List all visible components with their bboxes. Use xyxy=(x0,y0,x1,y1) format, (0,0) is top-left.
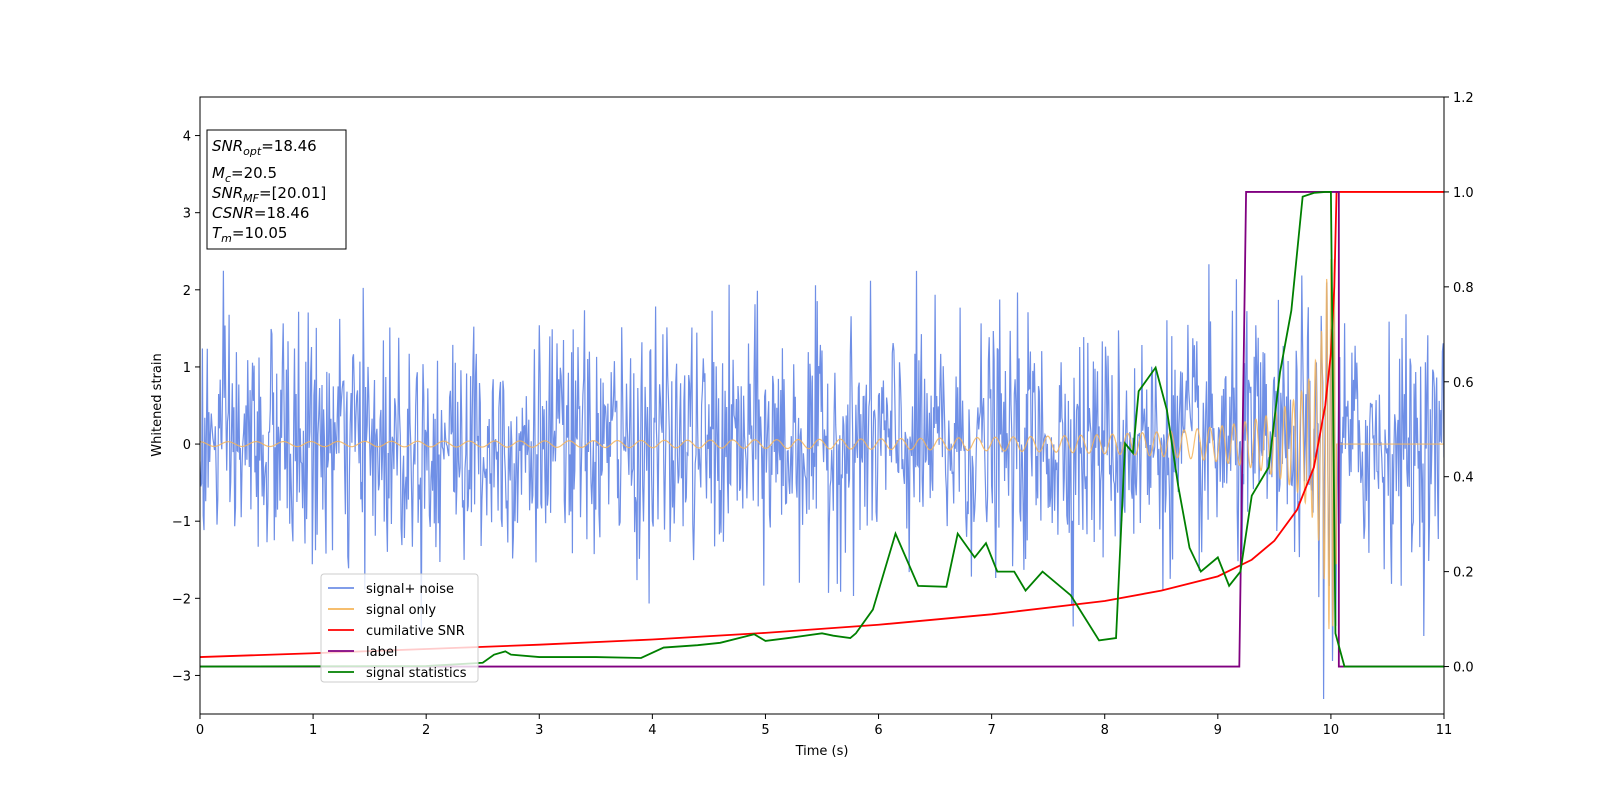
x-tick-label: 5 xyxy=(761,723,769,738)
x-axis: 0 1 2 3 4 5 6 7 8 9 10 11 xyxy=(196,714,1452,738)
legend: signal+ noise signal only cumilative SNR la… xyxy=(320,573,479,683)
series-layer xyxy=(200,191,1444,700)
info-csnr: CSNR=18.46 xyxy=(212,204,309,222)
y2-tick-label: 0.8 xyxy=(1453,281,1474,296)
series-signal-statistics-line xyxy=(200,191,1444,668)
y-axis-right: 0.0 0.2 0.4 0.6 0.8 1.0 1.2 xyxy=(1444,91,1474,676)
legend-frame xyxy=(320,573,479,683)
x-tick-label: 8 xyxy=(1101,723,1109,738)
series-cumulative-snr-line xyxy=(200,191,1444,658)
legend-signal-only: signal only xyxy=(328,603,436,618)
legend-label-text: label xyxy=(366,645,397,660)
y-tick-label: 3 xyxy=(183,207,191,222)
y-tick-label: 0 xyxy=(183,438,191,453)
legend-signal-statistics: signal statistics xyxy=(328,666,467,681)
x-tick-label: 1 xyxy=(309,723,317,738)
legend-label-text: signal only xyxy=(366,603,436,618)
y-tick-label: 2 xyxy=(183,284,191,299)
y2-tick-label: 0.0 xyxy=(1453,661,1474,676)
y-tick-label: −2 xyxy=(172,592,191,607)
y2-tick-label: 0.6 xyxy=(1453,376,1474,391)
y2-tick-label: 1.0 xyxy=(1453,186,1474,201)
x-tick-label: 7 xyxy=(987,723,995,738)
info-mc: Mc=20.5 xyxy=(212,164,277,185)
x-tick-label: 0 xyxy=(196,723,204,738)
x-axis-label: Time (s) xyxy=(795,744,849,759)
y-tick-label: 1 xyxy=(183,361,191,376)
legend-label: label xyxy=(328,645,397,660)
y2-tick-label: 1.2 xyxy=(1453,91,1474,106)
info-snr-opt: SNRopt=18.46 xyxy=(212,137,317,158)
x-tick-label: 11 xyxy=(1436,723,1453,738)
legend-signal-noise: signal+ noise xyxy=(328,582,454,597)
y2-tick-label: 0.4 xyxy=(1453,471,1474,486)
legend-label-text: signal+ noise xyxy=(366,582,454,597)
x-tick-label: 3 xyxy=(535,723,543,738)
info-box: SNRopt=18.46 Mc=20.5 SNRMF=[20.01] CSNR=… xyxy=(206,129,347,250)
info-box-frame xyxy=(206,129,347,250)
plot-frame xyxy=(199,96,1445,715)
y-tick-label: −3 xyxy=(172,669,191,684)
y-axis-label: Whitened strain xyxy=(150,353,165,456)
y-axis-left: −3 −2 −1 0 1 2 3 4 xyxy=(172,130,200,684)
legend-label-text: cumilative SNR xyxy=(366,624,465,639)
y-tick-label: 4 xyxy=(183,130,191,145)
x-tick-label: 10 xyxy=(1323,723,1340,738)
x-tick-label: 9 xyxy=(1214,723,1222,738)
x-tick-label: 4 xyxy=(648,723,656,738)
legend-label-text: signal statistics xyxy=(366,666,467,681)
series-signal-noise-line xyxy=(200,264,1444,700)
info-snr-mf: SNRMF=[20.01] xyxy=(212,184,326,205)
legend-cumulative-snr: cumilative SNR xyxy=(328,624,465,639)
x-tick-label: 6 xyxy=(874,723,882,738)
info-tm: Tm=10.05 xyxy=(212,224,287,245)
series-signal-only-line xyxy=(200,259,1444,630)
y2-tick-label: 0.2 xyxy=(1453,566,1474,581)
y-tick-label: −1 xyxy=(172,515,191,530)
x-tick-label: 2 xyxy=(422,723,430,738)
